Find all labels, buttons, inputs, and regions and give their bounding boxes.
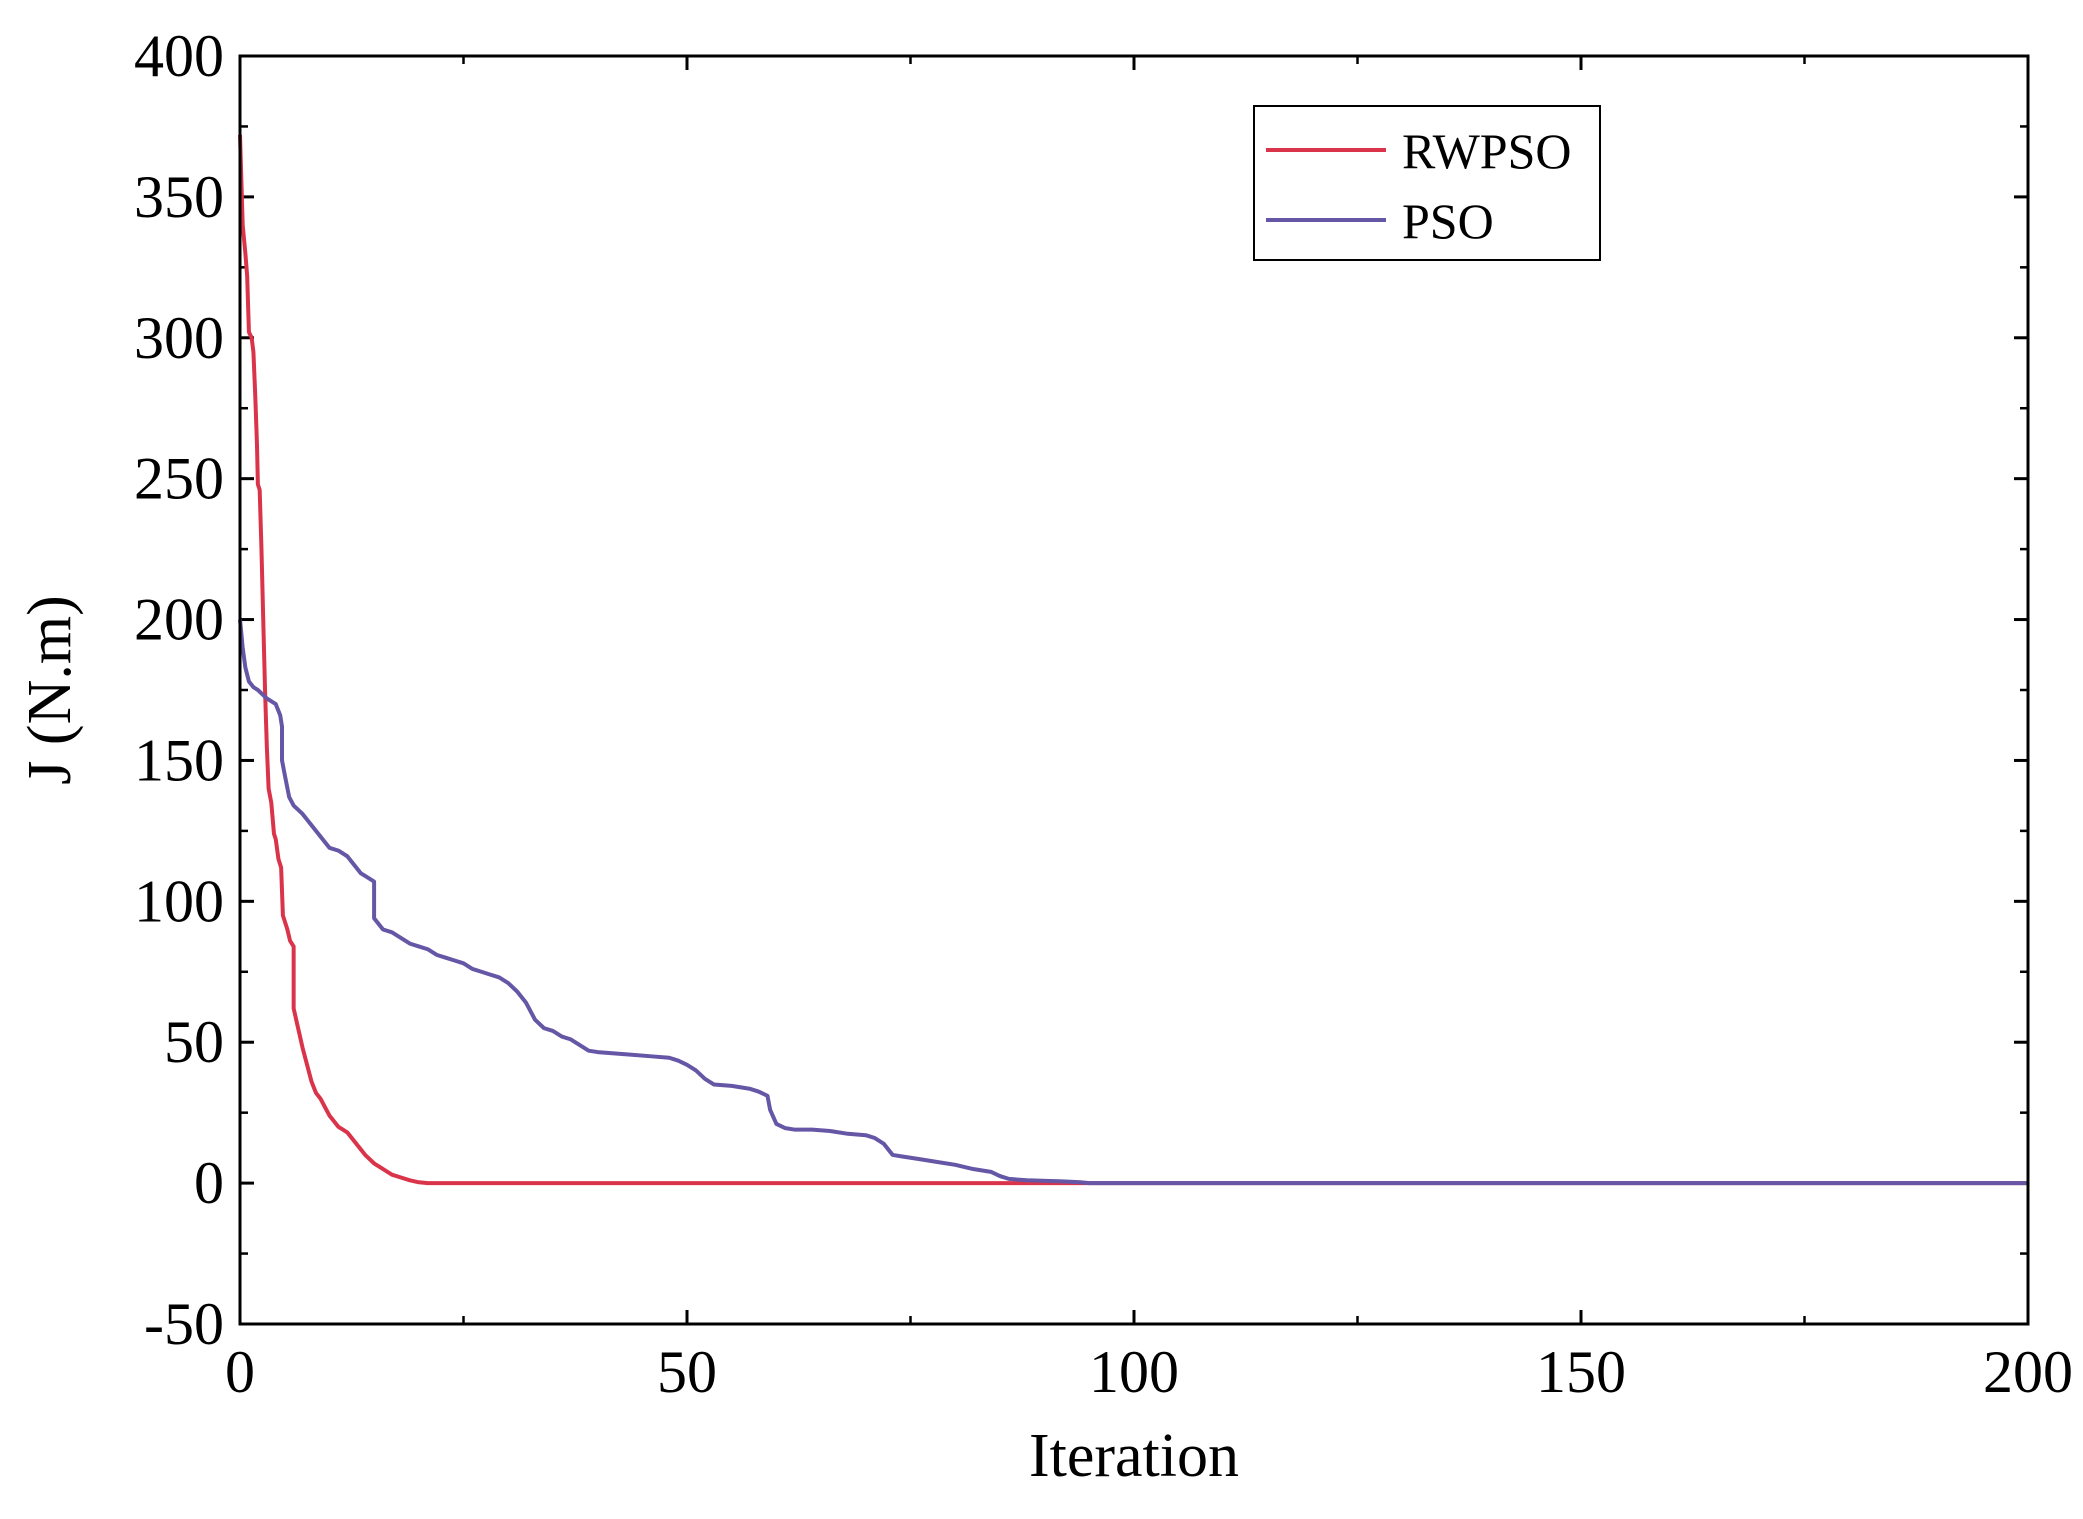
y-tick-label: 350 xyxy=(134,164,224,230)
y-tick-label: 250 xyxy=(134,446,224,512)
y-tick-label: 50 xyxy=(164,1009,224,1075)
legend-label-rwpso: RWPSO xyxy=(1402,123,1572,179)
y-tick-label: 100 xyxy=(134,868,224,934)
series-line-pso xyxy=(238,619,2028,1186)
x-tick-label: 100 xyxy=(1089,1339,1179,1405)
x-axis-title: Iteration xyxy=(1029,1422,1239,1490)
x-tick-label: 150 xyxy=(1536,1339,1626,1405)
y-axis-title: J (N.m) xyxy=(16,595,84,784)
legend-box xyxy=(1253,105,1601,261)
legend: RWPSO PSO xyxy=(1253,105,1601,261)
y-tick-labels: -50 0 50 100 150 200 250 300 350 400 xyxy=(134,23,224,1357)
series-line-rwpso xyxy=(238,134,2028,1186)
x-tick-label: 50 xyxy=(657,1339,717,1405)
y-tick-label: -50 xyxy=(144,1291,224,1357)
plot-frame xyxy=(238,54,2030,1326)
y-tick-label: 0 xyxy=(194,1150,224,1216)
y-tick-label: 150 xyxy=(134,727,224,793)
y-tick-label: 400 xyxy=(134,23,224,89)
x-tick-label: 0 xyxy=(225,1339,255,1405)
x-tick-label: 200 xyxy=(1983,1339,2073,1405)
legend-label-pso: PSO xyxy=(1402,193,1494,249)
y-tick-label: 200 xyxy=(134,587,224,653)
x-tick-labels: 0 50 100 150 200 xyxy=(225,1339,2073,1405)
y-tick-label: 300 xyxy=(134,305,224,371)
series-layer xyxy=(238,134,2028,1186)
